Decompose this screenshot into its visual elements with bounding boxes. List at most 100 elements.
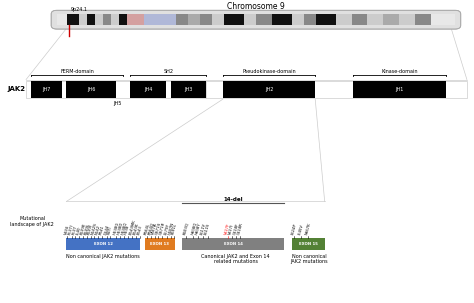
Bar (145, 238, 175, 250)
Text: R541: R541 (99, 225, 105, 235)
Text: VS36: VS36 (64, 225, 70, 235)
Text: N542S: N542S (91, 222, 98, 235)
Text: Non canonical JAK2 mutations: Non canonical JAK2 mutations (66, 254, 140, 259)
Text: JH2: JH2 (265, 87, 273, 92)
Text: GS71R: GS71R (159, 221, 166, 235)
Bar (336, 14, 352, 25)
Text: R564Q: R564Q (147, 222, 155, 235)
Text: JAK2: JAK2 (7, 86, 25, 92)
Text: C618R: C618R (237, 222, 244, 235)
Bar (367, 14, 383, 25)
Text: D544: D544 (103, 225, 110, 235)
Bar (352, 14, 367, 25)
Text: L611S: L611S (204, 223, 211, 235)
Text: R564L: R564L (144, 223, 151, 235)
Bar (272, 14, 292, 25)
Text: L611V: L611V (200, 223, 207, 235)
Bar (431, 14, 455, 25)
Text: H608Q: H608Q (190, 221, 197, 235)
Text: JH4: JH4 (144, 87, 152, 92)
Text: I645V: I645V (298, 224, 304, 235)
Text: V617I: V617I (228, 224, 235, 235)
Text: JH5: JH5 (113, 101, 122, 106)
Text: V617F: V617F (224, 223, 231, 235)
Text: F537I: F537I (68, 224, 75, 235)
Bar (145, 14, 176, 25)
Text: E543: E543 (137, 225, 143, 235)
FancyBboxPatch shape (51, 10, 461, 29)
Bar (316, 14, 336, 25)
Text: HS38Q: HS38Q (120, 221, 128, 235)
Text: 9p24.1: 9p24.1 (71, 7, 88, 12)
Text: JH3: JH3 (184, 87, 192, 92)
Text: H587N: H587N (167, 222, 174, 235)
Bar (31, 81, 62, 98)
Bar (353, 81, 446, 98)
Text: JH1: JH1 (395, 87, 403, 92)
Text: 14-del: 14-del (224, 197, 243, 202)
Text: N667K: N667K (305, 222, 312, 235)
Bar (182, 238, 284, 250)
Bar (73, 14, 79, 25)
Bar (304, 14, 316, 25)
Text: K539I: K539I (87, 224, 94, 235)
Bar (244, 14, 256, 25)
Bar (176, 14, 188, 25)
Bar (79, 14, 87, 25)
Bar (223, 81, 315, 98)
Bar (224, 14, 244, 25)
Bar (118, 14, 127, 25)
Bar (399, 14, 415, 25)
Bar (95, 14, 103, 25)
Text: Mutational
landscape of JAK2: Mutational landscape of JAK2 (10, 216, 54, 227)
Text: GS71S: GS71S (155, 222, 162, 235)
Bar (256, 14, 272, 25)
Bar (212, 14, 224, 25)
Bar (130, 81, 166, 98)
Bar (292, 14, 304, 25)
Bar (415, 14, 431, 25)
Text: H608Y: H608Y (195, 222, 202, 235)
Text: Non canonical
JAK2 mutations: Non canonical JAK2 mutations (290, 254, 328, 265)
Text: V567A: V567A (151, 222, 158, 235)
Text: E543K: E543K (133, 222, 140, 235)
Text: S47I: S47I (107, 226, 113, 235)
Text: JH6: JH6 (87, 87, 95, 92)
Text: EXON 12: EXON 12 (93, 242, 113, 246)
Text: JH7: JH7 (42, 87, 50, 92)
Text: Canonical JAK2 and Exon 14
related mutations: Canonical JAK2 and Exon 14 related mutat… (201, 254, 270, 265)
Bar (67, 14, 73, 25)
Bar (188, 14, 200, 25)
Text: S591L: S591L (171, 223, 178, 235)
Text: HS38D: HS38D (117, 221, 124, 235)
Text: F537: F537 (72, 225, 78, 235)
Bar (103, 14, 110, 25)
Bar (127, 14, 145, 25)
Text: HS38: HS38 (124, 225, 131, 235)
Text: FERM-domain: FERM-domain (60, 69, 94, 74)
Bar (292, 238, 325, 250)
Bar (171, 81, 206, 98)
Text: K539L: K539L (83, 223, 91, 235)
Text: C618F: C618F (233, 222, 240, 235)
Bar (110, 14, 118, 25)
Text: HS38G: HS38G (113, 221, 120, 235)
Text: N542: N542 (95, 225, 101, 235)
Text: I540: I540 (76, 226, 82, 235)
Text: L579F: L579F (164, 223, 170, 235)
Text: EXON 13: EXON 13 (150, 242, 170, 246)
Bar (87, 14, 95, 25)
Text: K539E: K539E (80, 222, 87, 235)
Bar (200, 14, 212, 25)
Text: E543MK: E543MK (129, 219, 137, 235)
Bar (26, 81, 467, 98)
Text: EXON 14: EXON 14 (224, 242, 243, 246)
Text: K603Q: K603Q (182, 222, 190, 235)
Bar (66, 81, 116, 98)
Bar (383, 14, 399, 25)
Text: EXON 15: EXON 15 (299, 242, 318, 246)
Bar (66, 238, 140, 250)
Text: Chromosome 9: Chromosome 9 (227, 2, 285, 11)
Text: Pseudokinase-domain: Pseudokinase-domain (242, 69, 296, 74)
Text: L624P: L624P (291, 223, 297, 235)
